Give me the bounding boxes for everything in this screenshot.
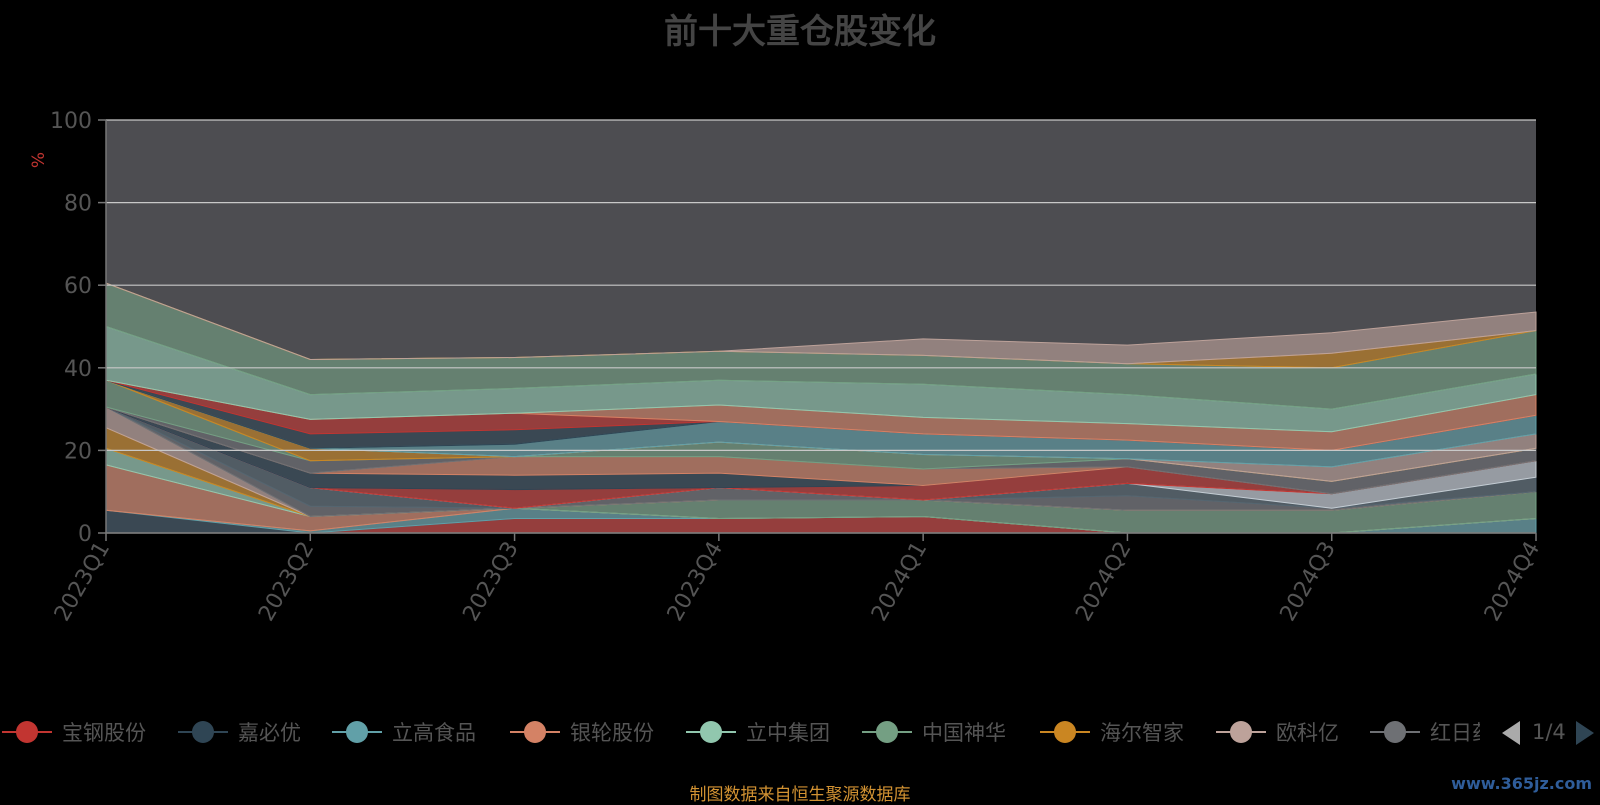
y-tick-label: 0: [78, 522, 92, 547]
legend-marker-icon: [510, 721, 560, 743]
legend-label: 欧科亿: [1276, 721, 1339, 745]
legend-label: 宝钢股份: [62, 721, 146, 745]
x-tick-label: 2024Q4: [1480, 538, 1545, 626]
legend-label: 海尔智家: [1100, 721, 1184, 745]
legend-marker-icon: [2, 721, 52, 743]
data-source-note: 制图数据来自恒生聚源数据库: [689, 785, 911, 805]
watermark: www.365jz.com: [1451, 774, 1592, 793]
legend-marker-icon: [1040, 721, 1090, 743]
chart-title: 前十大重仓股变化: [664, 12, 936, 52]
series-areas: [105, 282, 1537, 534]
legend-item[interactable]: 海尔智家: [1038, 712, 1184, 752]
legend-label: 红日药业: [1430, 721, 1480, 745]
y-tick-label: 60: [64, 274, 92, 299]
legend-next-icon[interactable]: [1574, 720, 1596, 746]
x-tick-label: 2024Q2: [1071, 538, 1136, 626]
legend: 宝钢股份 嘉必优 立高食品 银轮股份 立中集团 中国神华 海尔智家 欧科亿 红日药业: [0, 712, 1600, 752]
legend-marker-icon: [686, 721, 736, 743]
x-tick-label: 2023Q4: [663, 538, 728, 626]
legend-label: 立中集团: [746, 721, 830, 745]
legend-page-indicator: 1/4: [1532, 720, 1566, 744]
series-area-26: [105, 282, 1537, 365]
legend-item[interactable]: 嘉必优: [176, 712, 301, 752]
legend-marker-icon: [1370, 721, 1420, 743]
y-tick-label: 40: [64, 357, 92, 382]
legend-prev-icon[interactable]: [1500, 720, 1522, 746]
x-tick-label: 2023Q1: [50, 538, 115, 626]
area-chart: 0 20 40 60 80 100% 2023Q1 2023Q2 2023Q3 2023Q4 202…: [29, 109, 1545, 626]
y-axis-label: %: [29, 152, 49, 168]
legend-items: 宝钢股份 嘉必优 立高食品 银轮股份 立中集团 中国神华 海尔智家 欧科亿 红日药业: [0, 712, 1480, 752]
y-tick-label: 80: [64, 192, 92, 217]
y-tick-label: 100: [50, 109, 92, 134]
x-tick-label: 2024Q3: [1276, 538, 1341, 626]
x-tick-label: 2024Q1: [867, 538, 932, 626]
legend-item[interactable]: 银轮股份: [508, 712, 654, 752]
y-tick-label: 20: [64, 439, 92, 464]
legend-item[interactable]: 欧科亿: [1214, 712, 1339, 752]
legend-item[interactable]: 立高食品: [330, 712, 476, 752]
legend-marker-icon: [862, 721, 912, 743]
legend-item[interactable]: 中国神华: [860, 712, 1006, 752]
legend-label: 中国神华: [922, 721, 1006, 745]
legend-label: 立高食品: [392, 721, 476, 745]
legend-marker-icon: [332, 721, 382, 743]
legend-marker-icon: [1216, 721, 1266, 743]
x-tick-label: 2023Q2: [254, 538, 319, 626]
legend-marker-icon: [178, 721, 228, 743]
legend-label: 嘉必优: [238, 721, 301, 745]
legend-item[interactable]: 宝钢股份: [0, 712, 146, 752]
x-tick-label: 2023Q3: [458, 538, 523, 626]
legend-item[interactable]: 红日药业: [1368, 712, 1480, 752]
legend-label: 银轮股份: [570, 721, 654, 745]
legend-item[interactable]: 立中集团: [684, 712, 830, 752]
